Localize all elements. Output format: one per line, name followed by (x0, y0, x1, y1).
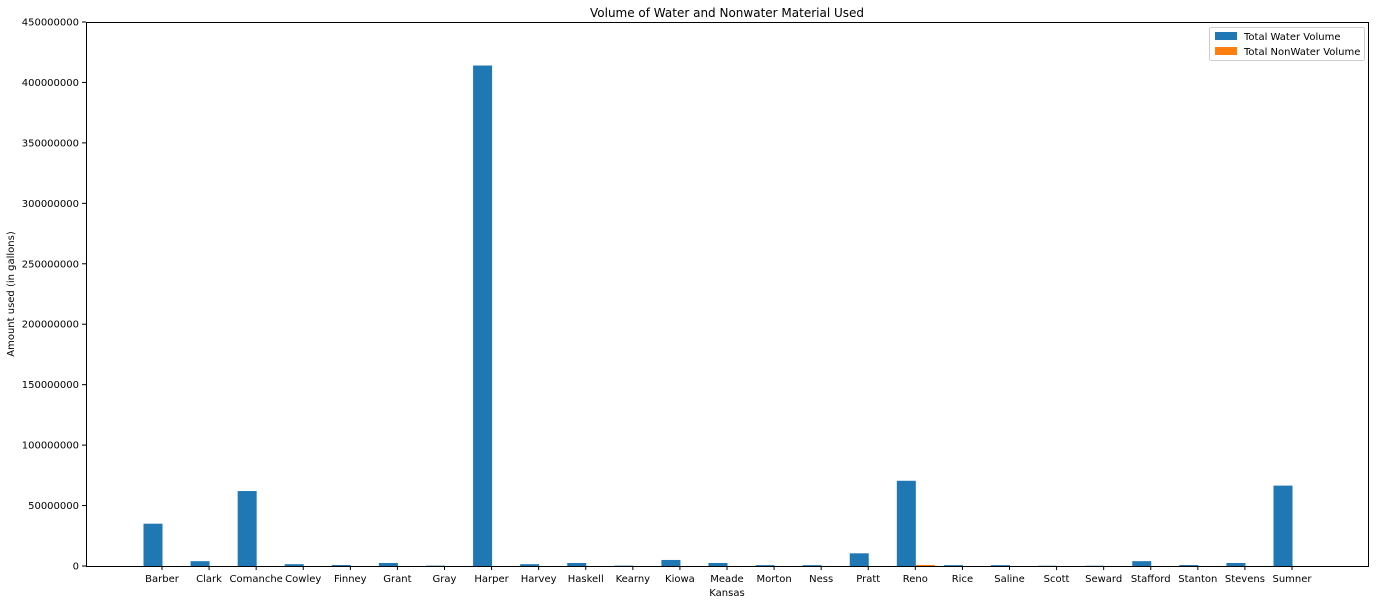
x-tick-label: Stanton (1178, 574, 1217, 585)
y-tick-label: 300000000 (22, 199, 79, 210)
water-bar-stevens (1226, 562, 1246, 566)
x-tick-label: Rice (952, 574, 973, 585)
chart-title: Volume of Water and Nonwater Material Us… (590, 6, 864, 20)
water-bar-barber (143, 523, 163, 566)
y-tick-label: 450000000 (22, 18, 79, 29)
water-bar-haskell (567, 562, 587, 566)
x-tick-label: Kearny (616, 574, 651, 585)
x-tick-label: Gray (433, 574, 457, 585)
water-bar-morton (755, 565, 775, 566)
x-tick-label: Comanche (230, 574, 283, 585)
water-bar-finney (331, 565, 351, 566)
water-bar-cowley (284, 564, 304, 566)
x-tick-label: Saline (994, 574, 1025, 585)
x-tick-label: Barber (145, 574, 180, 585)
legend-swatch-nonwater (1215, 47, 1237, 55)
water-bar-saline (991, 565, 1010, 566)
x-tick-label: Harper (474, 574, 509, 585)
water-bar-comanche (237, 491, 257, 566)
x-tick-label: Haskell (568, 574, 604, 585)
water-bar-rice (943, 565, 963, 566)
y-tick-label: 250000000 (22, 259, 79, 270)
x-tick-label: Ness (809, 574, 833, 585)
x-tick-label: Stevens (1225, 574, 1265, 585)
y-tick-label: 350000000 (22, 138, 79, 149)
y-tick-label: 100000000 (22, 441, 79, 452)
y-axis-label: Amount used (in gallons) (6, 231, 17, 357)
x-tick-label: Clark (196, 574, 222, 585)
x-tick-label: Pratt (856, 574, 880, 585)
x-tick-label: Finney (334, 574, 367, 585)
y-tick-label: 0 (73, 562, 79, 573)
x-tick-label: Meade (710, 574, 743, 585)
legend-label-water: Total Water Volume (1243, 32, 1340, 43)
water-bar-harper (473, 65, 493, 567)
x-tick-label: Sumner (1272, 574, 1312, 585)
y-tick-label: 200000000 (22, 320, 79, 331)
water-bar-stanton (1179, 565, 1199, 566)
y-ticks: 0 50000000 100000000 150000000 200000000 2500… (22, 18, 86, 573)
legend: Total Water Volume Total NonWater Volume (1209, 27, 1365, 61)
x-tick-label: Reno (903, 574, 928, 585)
water-bar-ness (802, 565, 822, 566)
x-tick-label: Scott (1044, 574, 1070, 585)
nonwater-bar-reno (915, 564, 935, 566)
x-tick-label: Harvey (521, 574, 557, 585)
y-tick-label: 400000000 (22, 78, 79, 89)
x-tick-label: Morton (756, 574, 791, 585)
plot-frame (86, 22, 1369, 567)
y-tick-label: 50000000 (28, 501, 79, 512)
bars-layer (143, 65, 1293, 567)
water-bar-meade (708, 562, 728, 566)
water-bar-pratt (849, 553, 869, 566)
legend-swatch-water (1215, 32, 1237, 40)
x-ticks: Barber Clark Comanche Cowley Finney Grant Gray… (145, 566, 1312, 585)
water-bar-sumner (1273, 485, 1293, 566)
legend-label-nonwater: Total NonWater Volume (1243, 47, 1360, 58)
water-bar-harvey (520, 564, 540, 566)
y-tick-label: 150000000 (22, 380, 79, 391)
x-tick-label: Kiowa (665, 574, 695, 585)
x-tick-label: Grant (383, 574, 411, 585)
water-bar-kiowa (661, 559, 681, 566)
water-bar-reno (896, 480, 916, 566)
x-tick-label: Stafford (1131, 574, 1171, 585)
water-bar-stafford (1132, 561, 1152, 566)
legend-box (1209, 27, 1365, 61)
x-tick-label: Cowley (285, 574, 321, 585)
x-tick-label: Seward (1085, 574, 1122, 585)
water-bar-grant (378, 562, 398, 566)
x-axis-label: Kansas (709, 588, 744, 599)
water-bar-clark (190, 561, 210, 566)
